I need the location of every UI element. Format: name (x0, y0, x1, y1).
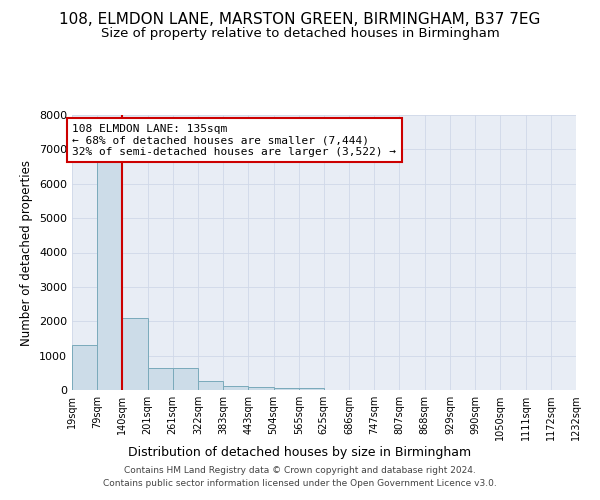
Text: Size of property relative to detached houses in Birmingham: Size of property relative to detached ho… (101, 28, 499, 40)
Bar (274, 388, 299, 390)
Text: 108 ELMDON LANE: 135sqm
← 68% of detached houses are smaller (7,444)
32% of semi: 108 ELMDON LANE: 135sqm ← 68% of detache… (73, 124, 397, 157)
Bar (122, 318, 148, 390)
Bar (248, 386, 274, 390)
Text: 108, ELMDON LANE, MARSTON GREEN, BIRMINGHAM, B37 7EG: 108, ELMDON LANE, MARSTON GREEN, BIRMING… (59, 12, 541, 28)
Bar (72, 345, 97, 390)
Bar (299, 388, 324, 390)
Bar (173, 368, 198, 390)
Y-axis label: Number of detached properties: Number of detached properties (20, 160, 34, 346)
Bar (198, 381, 223, 390)
Bar (223, 386, 248, 390)
Text: Contains HM Land Registry data © Crown copyright and database right 2024.
Contai: Contains HM Land Registry data © Crown c… (103, 466, 497, 487)
Text: Distribution of detached houses by size in Birmingham: Distribution of detached houses by size … (128, 446, 472, 459)
Bar (148, 368, 173, 390)
Bar (97, 162, 122, 390)
